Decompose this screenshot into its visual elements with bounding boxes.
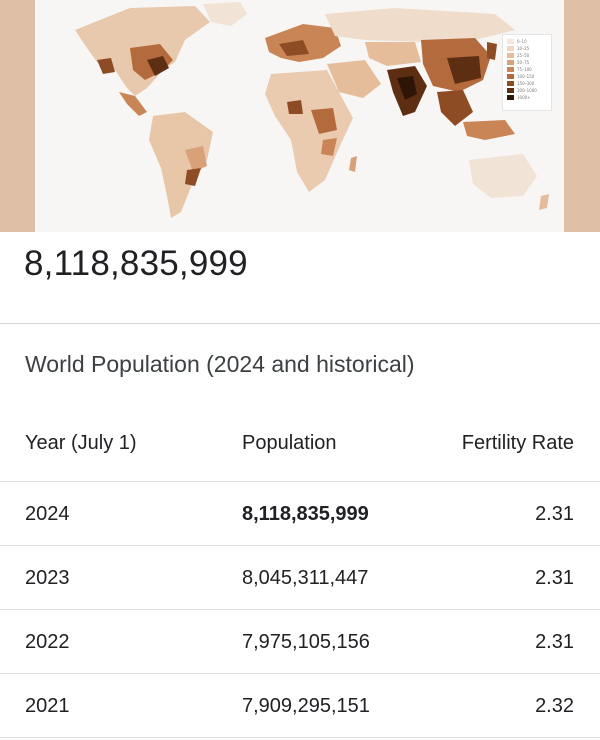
header-year: Year (July 1): [25, 432, 137, 454]
legend-label: 100–150: [517, 74, 535, 79]
legend-swatch: [507, 46, 514, 51]
header-fertility-rate: Fertility Rate: [461, 432, 574, 454]
legend-label: 50–75: [517, 60, 530, 65]
legend-swatch: [507, 60, 514, 65]
map-legend-item: 25–50: [507, 52, 551, 59]
population-table: Year (July 1) Population Fertility Rate …: [0, 410, 600, 738]
legend-label: 1000+: [517, 95, 531, 100]
legend-label: 10–25: [517, 46, 530, 51]
map-legend-item: 10–25: [507, 45, 551, 52]
fertility-cell: 2.31: [535, 567, 574, 589]
legend-swatch: [507, 53, 514, 58]
year-cell: 2024: [25, 503, 70, 525]
legend-label: 75–100: [517, 67, 532, 72]
fertility-cell: 2.31: [535, 631, 574, 653]
map-legend-item: 100–150: [507, 73, 551, 80]
world-population-total: 8,118,835,999: [24, 244, 248, 283]
map-legend-item: 75–100: [507, 66, 551, 73]
header-population: Population: [242, 432, 337, 454]
fertility-cell: 2.31: [535, 503, 574, 525]
map-legend-item: 50–75: [507, 59, 551, 66]
year-cell: 2022: [25, 631, 70, 653]
legend-label: 0–10: [517, 39, 527, 44]
legend-swatch: [507, 81, 514, 86]
table-row: 2023 8,045,311,447 2.31: [0, 546, 600, 610]
legend-swatch: [507, 39, 514, 44]
section-divider: [0, 323, 600, 324]
legend-swatch: [507, 74, 514, 79]
legend-label: 25–50: [517, 53, 530, 58]
fertility-cell: 2.32: [535, 695, 574, 717]
legend-swatch: [507, 88, 514, 93]
world-population-density-map[interactable]: 0–10 10–25 25–50 50–75 75–100 100–150 150–300 3…: [35, 0, 564, 232]
legend-label: 150–300: [517, 81, 535, 86]
legend-label: 300–1000: [517, 88, 537, 93]
map-legend: 0–10 10–25 25–50 50–75 75–100 100–150 150–300 3…: [502, 34, 552, 111]
table-title: World Population (2024 and historical): [25, 351, 415, 377]
map-legend-item: 0–10: [507, 38, 551, 45]
population-cell: 8,045,311,447: [242, 567, 369, 589]
year-cell: 2021: [25, 695, 70, 717]
map-legend-item: 300–1000: [507, 87, 551, 94]
legend-swatch: [507, 95, 514, 100]
population-cell: 7,909,295,151: [242, 695, 370, 717]
table-row: 2021 7,909,295,151 2.32: [0, 674, 600, 738]
year-cell: 2023: [25, 567, 70, 589]
legend-swatch: [507, 67, 514, 72]
table-row: 2022 7,975,105,156 2.31: [0, 610, 600, 674]
population-cell: 7,975,105,156: [242, 631, 370, 653]
table-header-row: Year (July 1) Population Fertility Rate: [0, 410, 600, 482]
map-banner: 0–10 10–25 25–50 50–75 75–100 100–150 150–300 3…: [0, 0, 600, 232]
world-map-image: [35, 0, 564, 232]
map-legend-item: 150–300: [507, 80, 551, 87]
map-legend-item: 1000+: [507, 94, 551, 101]
table-row: 2024 8,118,835,999 2.31: [0, 482, 600, 546]
population-cell: 8,118,835,999: [242, 503, 369, 525]
